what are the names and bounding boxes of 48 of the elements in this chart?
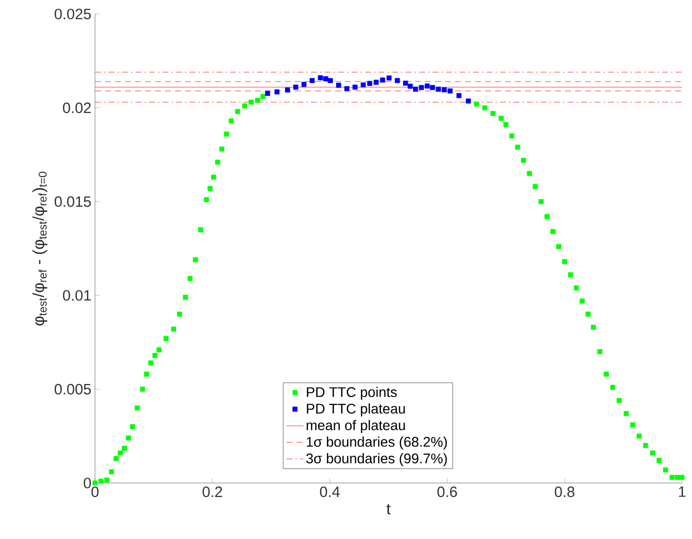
point bbox=[367, 80, 372, 86]
point bbox=[293, 84, 298, 90]
point bbox=[318, 75, 323, 80]
point bbox=[403, 80, 408, 86]
x-tick-label: 0.2 bbox=[202, 486, 222, 498]
y-tick-label: 0.015 bbox=[54, 196, 91, 207]
point bbox=[456, 93, 462, 98]
legend-label: mean of plateau bbox=[306, 420, 405, 433]
legend-label: PD TTC plateau bbox=[306, 403, 405, 416]
point bbox=[424, 84, 430, 89]
point bbox=[466, 98, 471, 104]
legend-label: 3σ boundaries (99.7%) bbox=[306, 453, 447, 466]
point bbox=[360, 82, 366, 88]
point bbox=[408, 84, 413, 89]
x-tick-label: 0 bbox=[91, 486, 99, 498]
point bbox=[442, 87, 447, 92]
point bbox=[418, 85, 424, 90]
point bbox=[394, 78, 400, 84]
point bbox=[265, 90, 270, 96]
x-tick-label: 1 bbox=[678, 486, 686, 497]
point bbox=[310, 78, 315, 84]
x-tick-label: 0.6 bbox=[437, 486, 457, 498]
point bbox=[430, 85, 436, 90]
point bbox=[374, 80, 379, 85]
x-tick-label: 0.8 bbox=[554, 486, 574, 498]
y-tick-label: 0 bbox=[84, 478, 91, 488]
point bbox=[328, 78, 333, 84]
point bbox=[301, 82, 306, 87]
point bbox=[380, 78, 386, 83]
point bbox=[352, 84, 358, 90]
y-tick-label: 0.005 bbox=[54, 384, 91, 394]
text: φ$_{test}$/φ$_{ref}$ - (φ$_{test}$/φ$_{ref}$)$_{t=0}$ bbox=[32, 172, 48, 326]
x-tick-label: 0.4 bbox=[320, 486, 340, 498]
point bbox=[323, 76, 328, 82]
y-tick-label: 0.02 bbox=[62, 102, 91, 114]
point bbox=[344, 86, 350, 92]
legend-label: 1σ boundaries (68.2%) bbox=[306, 436, 447, 450]
x-axis-title: t bbox=[386, 504, 391, 514]
legend-label: PD TTC points bbox=[306, 386, 397, 400]
y-tick-label: 0.01 bbox=[62, 290, 91, 301]
point bbox=[336, 82, 342, 88]
y-tick-label: 0.025 bbox=[54, 8, 91, 20]
point bbox=[448, 88, 453, 94]
point bbox=[386, 75, 392, 80]
point bbox=[274, 89, 280, 94]
point bbox=[436, 86, 441, 92]
point bbox=[285, 87, 290, 92]
point bbox=[413, 86, 418, 92]
